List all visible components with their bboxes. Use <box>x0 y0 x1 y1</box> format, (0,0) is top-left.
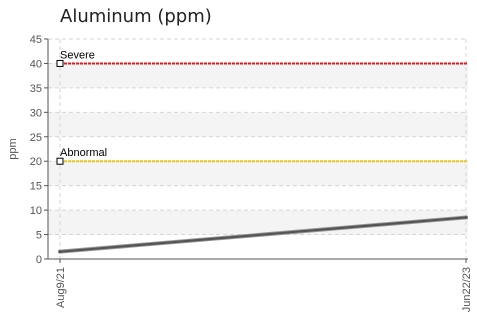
threshold-marker <box>56 157 64 165</box>
threshold-marker <box>56 59 64 67</box>
plot-band <box>48 112 468 137</box>
y-tick-label: 25 <box>30 132 42 144</box>
plot-bands <box>48 63 468 235</box>
axes <box>44 38 468 263</box>
chart-title: Aluminum (ppm) <box>60 6 212 27</box>
x-tick-label: Jun22/23 <box>461 267 473 312</box>
y-tick-label: 10 <box>30 205 42 217</box>
y-tick-label: 35 <box>30 83 42 95</box>
threshold-lines: Severe Abnormal <box>56 49 468 165</box>
y-tick-label: 45 <box>30 34 42 46</box>
data-point <box>58 250 62 254</box>
y-tick-label: 30 <box>30 107 42 119</box>
y-tick-label: 20 <box>30 156 42 168</box>
plot-band <box>48 161 468 186</box>
y-tick-label: 0 <box>36 254 42 266</box>
threshold-label: Abnormal <box>60 147 107 159</box>
y-tick-label: 15 <box>30 181 42 193</box>
series-group <box>58 215 468 254</box>
axis-labels: 0 5 10 15 20 25 30 35 40 45 Aug9/21 Jun22/23 ppm <box>7 34 473 312</box>
series-line <box>58 216 468 253</box>
data-point <box>464 215 468 219</box>
plot-band <box>48 63 468 88</box>
x-tick-label: Aug9/21 <box>55 267 67 308</box>
y-axis-label: ppm <box>7 138 19 159</box>
y-tick-label: 5 <box>36 230 42 242</box>
threshold-label: Severe <box>60 49 95 61</box>
y-tick-label: 40 <box>30 58 42 70</box>
